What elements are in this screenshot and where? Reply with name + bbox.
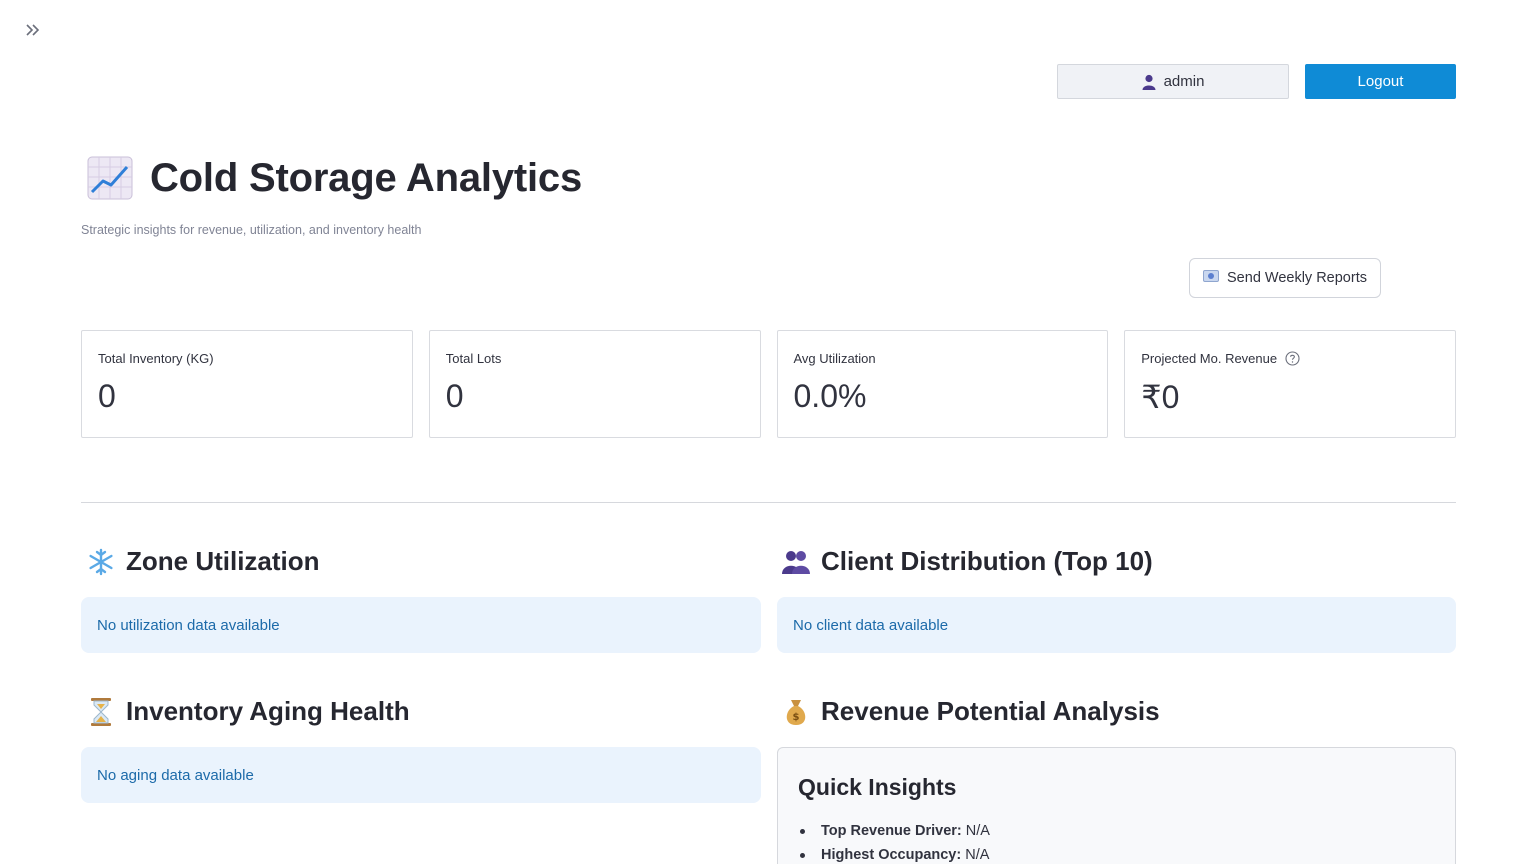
inventory-aging-heading: Inventory Aging Health [86, 696, 410, 727]
username-label: admin [1163, 73, 1205, 90]
metric-label-row: Projected Mo. Revenue [1141, 351, 1439, 366]
metric-projected-revenue: Projected Mo. Revenue ₹0 [1124, 330, 1456, 438]
insight-key: Top Revenue Driver: [821, 823, 962, 839]
metric-label: Projected Mo. Revenue [1141, 351, 1278, 366]
money-bag-icon: $ [781, 697, 811, 727]
section-divider [81, 502, 1456, 503]
metric-label: Total Lots [445, 351, 502, 366]
metric-label: Total Inventory (KG) [98, 351, 214, 366]
client-distribution-title: Client Distribution (Top 10) [821, 546, 1153, 576]
zone-utilization-title: Zone Utilization [126, 546, 320, 576]
metric-value: 0 [445, 378, 464, 414]
page-title-row: Cold Storage Analytics [86, 150, 582, 206]
page-title: Cold Storage Analytics [150, 155, 582, 200]
list-item: Top Revenue Driver: N/A [798, 823, 1435, 839]
client-distribution-heading: Client Distribution (Top 10) [781, 546, 1153, 577]
list-item: Highest Occupancy: N/A [798, 847, 1435, 863]
metric-label: Avg Utilization [793, 351, 876, 366]
inventory-aging-message: No aging data available [97, 766, 254, 784]
svg-text:$: $ [793, 712, 800, 723]
chart-increasing-icon [86, 154, 134, 202]
logout-button[interactable]: Logout [1305, 64, 1456, 99]
snowflake-icon [86, 547, 116, 577]
inventory-aging-info: No aging data available [81, 747, 761, 803]
metrics-row: Total Inventory (KG) 0 Total Lots 0 Avg … [81, 330, 1456, 438]
page-subtitle: Strategic insights for revenue, utilizat… [81, 223, 422, 237]
metric-value: 0 [98, 378, 116, 414]
metric-value: 0.0% [793, 378, 867, 414]
zone-utilization-heading: Zone Utilization [86, 546, 320, 577]
hourglass-icon [86, 697, 116, 727]
metric-total-lots: Total Lots 0 [428, 330, 761, 438]
insight-value: N/A [965, 823, 990, 839]
user-icon [1142, 74, 1156, 90]
metric-total-inventory: Total Inventory (KG) 0 [81, 330, 413, 438]
help-icon[interactable] [1285, 351, 1300, 366]
zone-utilization-message: No utilization data available [97, 616, 280, 634]
send-weekly-reports-label: Send Weekly Reports [1227, 270, 1367, 286]
insight-value: N/A [965, 847, 990, 863]
revenue-potential-heading: $ Revenue Potential Analysis [781, 696, 1160, 727]
client-distribution-message: No client data available [793, 616, 949, 634]
expand-sidebar-icon[interactable] [22, 20, 44, 40]
quick-insights-card: Quick Insights Top Revenue Driver: N/A H… [777, 747, 1456, 864]
metric-avg-utilization: Avg Utilization 0.0% [776, 330, 1109, 438]
send-weekly-reports-button[interactable]: Send Weekly Reports [1189, 258, 1381, 298]
revenue-potential-title: Revenue Potential Analysis [821, 696, 1160, 726]
user-badge: admin [1057, 64, 1289, 99]
email-icon [1203, 270, 1220, 286]
insight-key: Highest Occupancy: [821, 847, 962, 863]
inventory-aging-title: Inventory Aging Health [126, 696, 410, 726]
metric-value: ₹0 [1141, 379, 1180, 415]
client-distribution-info: No client data available [777, 597, 1456, 653]
quick-insights-title: Quick Insights [798, 774, 957, 800]
people-icon [781, 547, 811, 577]
quick-insights-list: Top Revenue Driver: N/A Highest Occupanc… [798, 823, 1435, 863]
zone-utilization-info: No utilization data available [81, 597, 761, 653]
